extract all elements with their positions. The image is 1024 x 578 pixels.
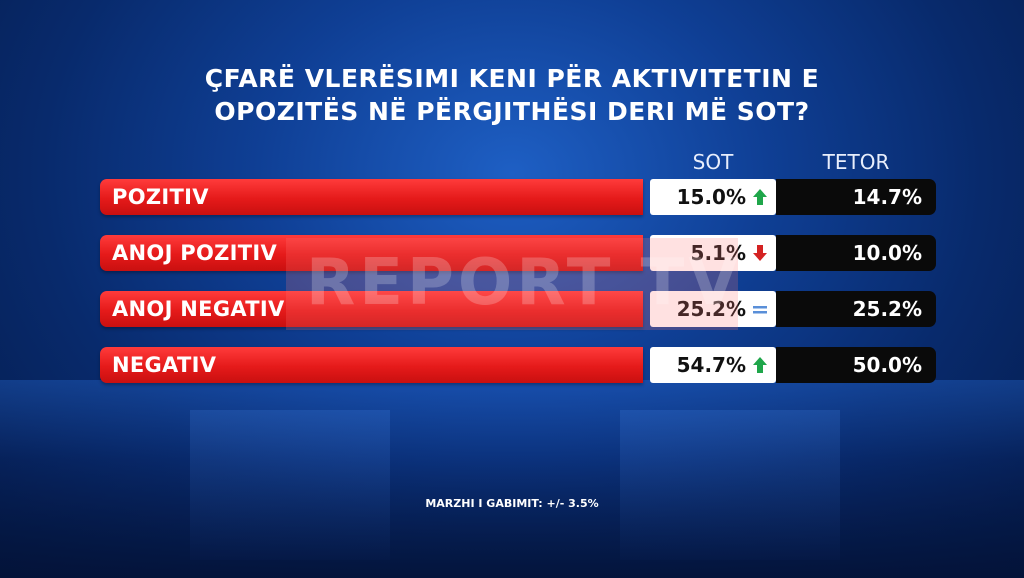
category-label: ANOJ NEGATIV	[112, 297, 285, 321]
sot-value: 54.7%	[676, 353, 746, 377]
column-header-tetor: TETOR	[822, 150, 890, 174]
table-row: ANOJ POZITIV 5.1% 10.0%	[100, 235, 936, 271]
category-bar: NEGATIV	[100, 347, 643, 383]
tetor-value: 25.2%	[852, 297, 922, 321]
sot-value: 5.1%	[690, 241, 746, 265]
floor-panel-right	[620, 410, 840, 560]
trend-down-arrow-icon	[752, 244, 768, 262]
category-label: NEGATIV	[112, 353, 217, 377]
category-bar: ANOJ POZITIV	[100, 235, 643, 271]
watermark-logo: REPORT TV	[306, 246, 742, 320]
tetor-cell: 10.0%	[776, 235, 936, 271]
trend-up-arrow-icon	[752, 356, 768, 374]
column-header-sot: SOT	[692, 150, 734, 174]
sot-cell: 25.2%	[650, 291, 776, 327]
sot-cell: 5.1%	[650, 235, 776, 271]
margin-of-error-note: MARZHI I GABIMIT: +/- 3.5%	[425, 497, 599, 510]
category-label: ANOJ POZITIV	[112, 241, 278, 265]
table-row: NEGATIV 54.7% 50.0%	[100, 347, 936, 383]
floor-panel-left	[190, 410, 390, 560]
tetor-cell: 50.0%	[776, 347, 936, 383]
title-line-2: OPOZITËS NË PËRGJITHËSI DERI MË SOT?	[214, 97, 810, 126]
trend-up-arrow-icon	[752, 188, 768, 206]
category-bar: ANOJ NEGATIV	[100, 291, 643, 327]
sot-value: 15.0%	[676, 185, 746, 209]
category-label: POZITIV	[112, 185, 209, 209]
title-line-1: ÇFARË VLERËSIMI KENI PËR AKTIVITETIN E	[204, 64, 820, 93]
tetor-value: 50.0%	[852, 353, 922, 377]
category-bar: POZITIV	[100, 179, 643, 215]
tetor-cell: 14.7%	[776, 179, 936, 215]
tetor-value: 14.7%	[852, 185, 922, 209]
table-row: POZITIV 15.0% 14.7%	[100, 179, 936, 215]
tetor-cell: 25.2%	[776, 291, 936, 327]
studio-floor	[0, 380, 1024, 578]
sot-cell: 54.7%	[650, 347, 776, 383]
sot-value: 25.2%	[676, 297, 746, 321]
watermark-band	[286, 238, 738, 330]
sot-cell: 15.0%	[650, 179, 776, 215]
table-row: ANOJ NEGATIV 25.2% 25.2%	[100, 291, 936, 327]
trend-equal-icon	[752, 300, 768, 318]
chart-title: ÇFARË VLERËSIMI KENI PËR AKTIVITETIN E O…	[0, 62, 1024, 128]
tetor-value: 10.0%	[852, 241, 922, 265]
